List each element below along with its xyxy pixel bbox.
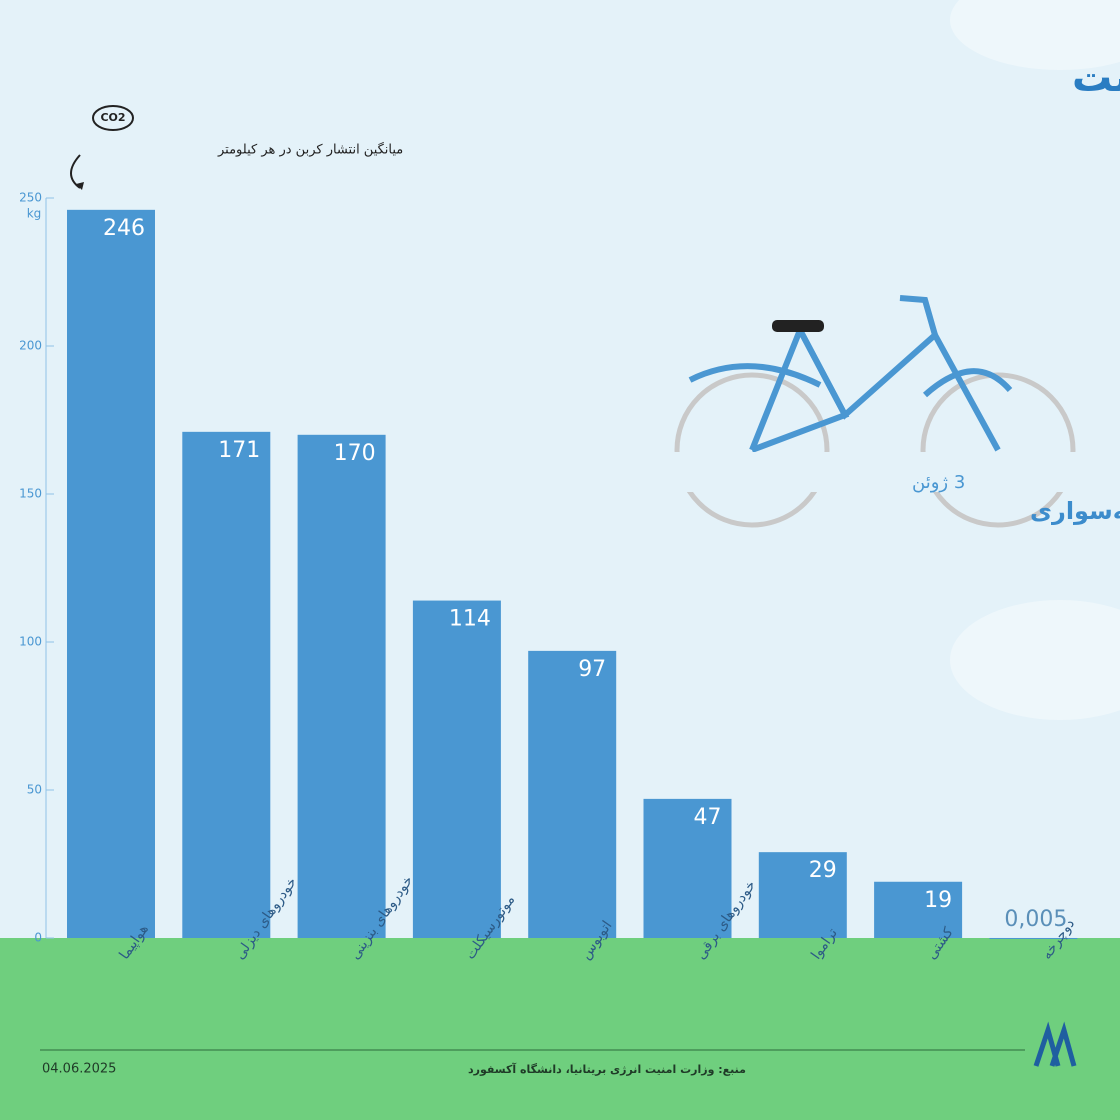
value-label: 0,005 [1004,907,1067,932]
y-tick-label: 250 [19,191,42,205]
bar [758,852,847,938]
bar [874,881,963,938]
value-label: 97 [578,657,606,682]
date: 04.06.2025 [42,1062,116,1077]
y-tick-label: 0 [34,931,42,945]
value-label: 171 [218,438,260,463]
y-tick-label: 150 [19,487,42,501]
event-name: روز جهانی دوچرخه‌سواری [1030,497,1120,525]
icon-label: CO2 [100,111,125,124]
value-label: 170 [334,441,376,466]
arrow-head [76,182,84,190]
value-label: 114 [449,607,491,632]
bar [297,434,386,938]
source: منبع: وزارت امنیت انرژی بریتانیا، دانشگا… [468,1062,746,1076]
cloud [950,0,1120,70]
bar [67,209,155,939]
y-unit: kg [27,207,42,221]
y-tick-label: 50 [27,783,42,797]
value-label: 246 [103,216,145,241]
y-tick-label: 200 [19,339,42,353]
bar [412,600,501,938]
chart-title: دوچرخه سازگار با محیط زیست [1072,54,1120,101]
event-date: 3 ژوئن [912,472,965,493]
cloud-icon [92,105,134,131]
value-label: 19 [924,888,952,913]
grass [0,938,1120,1120]
bar [182,431,271,938]
value-label: 47 [694,805,722,830]
wheel-mask [672,452,1082,492]
cloud [950,600,1120,720]
bar [528,650,617,938]
bar [643,798,732,938]
arrow [70,154,81,189]
bar [989,937,1078,939]
bicycle [674,295,1076,528]
value-label: 29 [809,858,837,883]
annotation: میانگین انتشار کربن در هر کیلومتر [217,142,403,158]
logo [1033,1021,1077,1067]
y-tick-label: 100 [19,635,42,649]
